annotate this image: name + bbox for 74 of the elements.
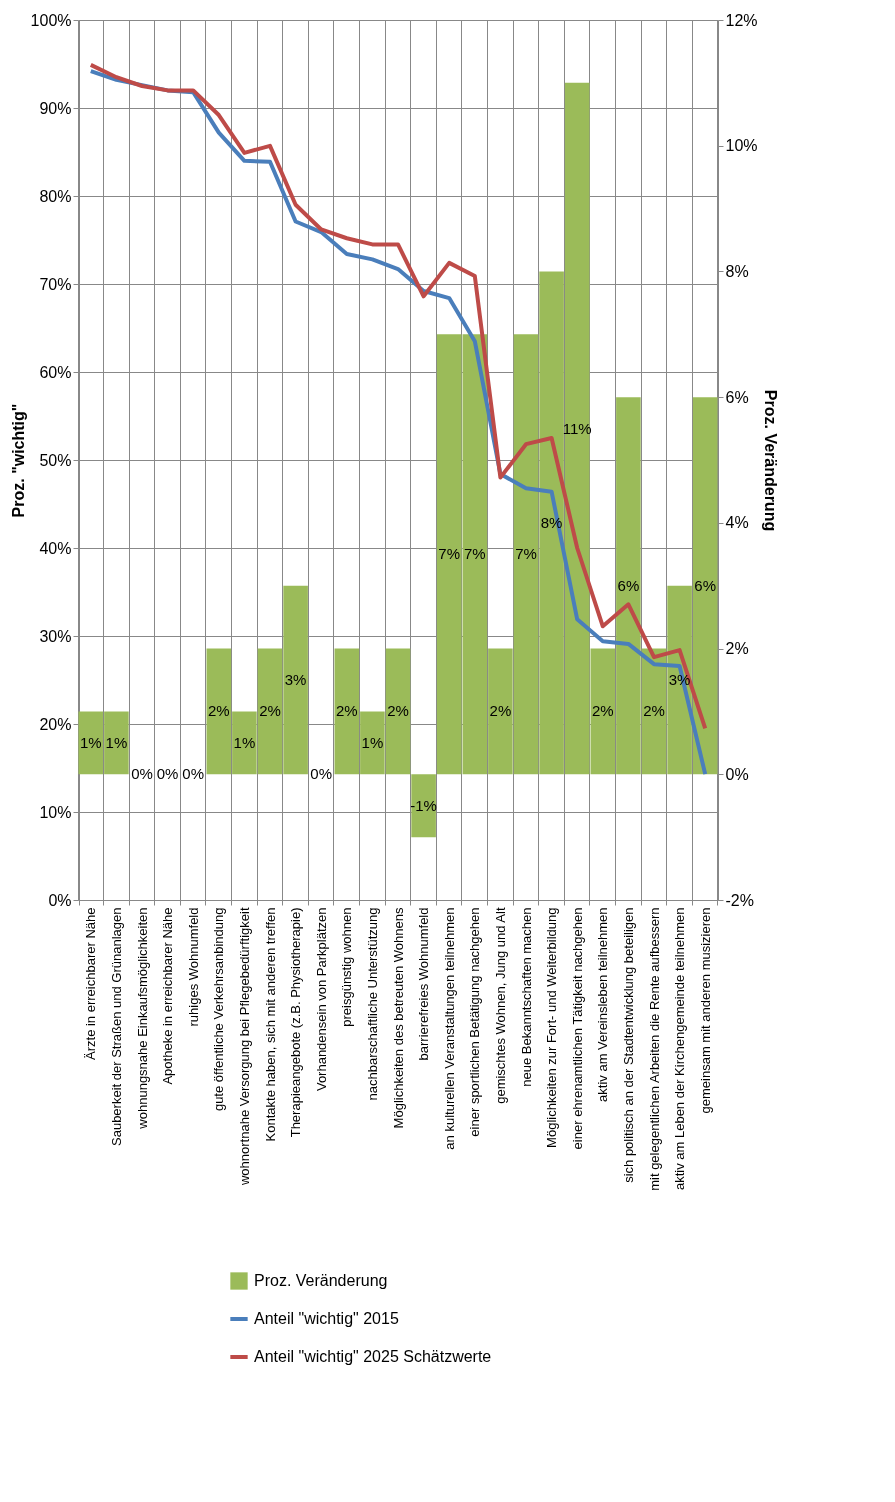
x-tick-label: aktiv am Leben der Kirchengemeinde teilnehmen xyxy=(672,907,688,1191)
y2-tick-label: 10% xyxy=(725,137,758,155)
data-label: 2% xyxy=(207,702,230,720)
bar xyxy=(436,334,462,775)
data-label: 6% xyxy=(694,576,717,594)
x-tick-label: wohnungsnahe Einkaufsmöglichkeiten xyxy=(134,907,150,1130)
legend-label: Anteil "wichtig" 2015 xyxy=(254,1310,399,1327)
data-label: 8% xyxy=(540,513,563,531)
x-tick-label: einer ehrenamtlichen Tätigkeit nachgehen xyxy=(569,907,585,1150)
x-tick-label: an kulturellen Veranstaltungen teilnehmen xyxy=(441,907,457,1150)
data-label: 7% xyxy=(463,545,486,563)
y-tick-label: 30% xyxy=(39,627,72,645)
x-tick-label: Möglichkeiten zur Fort- und Weiterbildung xyxy=(544,907,560,1148)
y-tick-label: 70% xyxy=(39,275,72,293)
data-label: 2% xyxy=(387,702,409,720)
data-label: 2% xyxy=(591,702,614,720)
y2-tick-label: 4% xyxy=(725,514,749,532)
x-tick-label: wohnortnahe Versorgung bei Pflegebedürftigkeit xyxy=(236,907,252,1187)
data-label: 0% xyxy=(310,765,333,783)
y2-tick-label: 12% xyxy=(725,11,758,29)
data-label: 0% xyxy=(182,765,205,783)
y2-axis-title: Proz. Veränderung xyxy=(761,389,779,532)
data-label: 1% xyxy=(105,733,128,751)
y2-tick-label: 8% xyxy=(725,262,749,280)
data-label: 2% xyxy=(335,702,358,720)
data-label: 0% xyxy=(156,765,179,783)
y-tick-label: 90% xyxy=(39,99,72,117)
x-tick-label: Kontakte haben, sich mit anderen treffen xyxy=(262,907,278,1142)
y2-tick-label: 6% xyxy=(725,388,749,406)
x-tick-label: Apotheke in erreichbarer Nähe xyxy=(160,907,176,1085)
data-label: -1% xyxy=(410,796,437,814)
data-label: 7% xyxy=(515,545,537,563)
data-label: 7% xyxy=(438,545,461,563)
y2-tick-label: -2% xyxy=(725,891,754,909)
legend-label: Proz. Veränderung xyxy=(254,1272,388,1289)
data-label: 1% xyxy=(79,733,102,751)
x-tick-label: Möglichkeiten des betreuten Wohnens xyxy=(390,907,406,1129)
data-label: 2% xyxy=(259,702,281,720)
x-tick-label: ruhiges Wohnumfeld xyxy=(185,907,201,1027)
y-tick-label: 20% xyxy=(39,715,72,733)
y-axis-title: Proz. "wichtig" xyxy=(9,403,27,518)
x-tick-label: Sauberkeit der Straßen und Grünanlagen xyxy=(108,907,124,1146)
y-tick-label: 60% xyxy=(39,363,72,381)
y-tick-label: 80% xyxy=(39,187,72,205)
x-tick-label: einer sportlichen Betätigung nachgehen xyxy=(467,907,483,1137)
x-tick-label: Ärzte in erreichbarer Nähe xyxy=(83,907,99,1060)
x-tick-label: neue Bekanntschaften machen xyxy=(518,907,534,1087)
data-label: 2% xyxy=(643,702,665,720)
x-tick-label: Therapieangebote (z.B. Physiotherapie) xyxy=(288,907,304,1138)
x-tick-label: nachbarschaftliche Unterstützung xyxy=(364,907,380,1101)
x-tick-label: gemischtes Wohnen, Jung und Alt xyxy=(492,907,508,1104)
y-tick-label: 100% xyxy=(30,11,72,29)
data-label: 1% xyxy=(361,733,384,751)
y-tick-label: 50% xyxy=(39,451,72,469)
x-tick-label: Vorhandensein von Parkplätzen xyxy=(313,907,329,1092)
data-label: 1% xyxy=(233,733,256,751)
y-tick-label: 10% xyxy=(39,803,72,821)
data-label: 3% xyxy=(284,671,307,688)
x-tick-label: sich politisch an der Stadtentwicklung beteiligen xyxy=(620,907,636,1183)
bar xyxy=(411,774,436,838)
x-tick-label: aktiv am Vereinsleben teilnehmen xyxy=(595,907,611,1102)
y2-tick-label: 0% xyxy=(725,765,749,783)
x-tick-label: preisgünstig wohnen xyxy=(339,907,355,1027)
x-tick-label: gemeinsam mit anderen musizieren xyxy=(697,907,713,1114)
legend-label: Anteil "wichtig" 2025 Schätzwerte xyxy=(254,1348,492,1365)
y-tick-label: 40% xyxy=(39,539,72,557)
y2-tick-label: 2% xyxy=(725,640,749,658)
data-label: 6% xyxy=(617,576,640,594)
data-label: 2% xyxy=(489,702,512,720)
x-tick-label: barrierefreies Wohnumfeld xyxy=(416,907,432,1061)
data-label: 0% xyxy=(131,765,153,783)
x-tick-label: mit gelegentlichen Arbeiten die Rente aufbessern xyxy=(646,907,662,1191)
x-tick-label: gute öffentliche Verkehrsanbindung xyxy=(211,907,227,1112)
y-tick-label: 0% xyxy=(48,891,72,909)
